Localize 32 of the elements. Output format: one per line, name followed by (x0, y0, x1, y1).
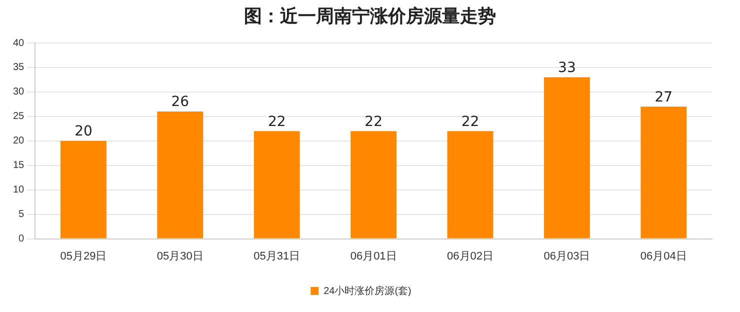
y-tick-label: 35 (13, 62, 25, 74)
y-tick-label: 30 (13, 86, 25, 98)
data-label: 22 (364, 114, 382, 130)
data-label: 26 (171, 94, 190, 110)
data-label: 20 (74, 124, 92, 140)
x-tick-label: 05月29日 (60, 250, 107, 262)
x-tick-label: 06月01日 (350, 250, 397, 262)
y-tick-label: 20 (13, 136, 25, 147)
y-tick-label: 5 (18, 209, 25, 220)
y-tick-label: 0 (18, 234, 25, 245)
data-label: 22 (461, 114, 480, 130)
chart-title: 图：近一周南宁涨价房源量走势 (243, 5, 497, 29)
bar (254, 131, 300, 238)
x-tick-label: 06月04日 (640, 250, 687, 262)
bar (60, 140, 106, 238)
x-tick-label: 05月30日 (156, 250, 204, 262)
x-tick-label: 05月31日 (254, 250, 300, 262)
y-tick-label: 40 (13, 38, 25, 49)
data-label: 33 (558, 60, 576, 76)
bar (544, 77, 590, 238)
y-tick-label: 25 (13, 111, 25, 122)
data-label: 27 (654, 89, 673, 106)
bar (157, 112, 204, 238)
bar (640, 106, 687, 238)
x-tick-label: 06月02日 (447, 250, 494, 262)
bar (350, 131, 397, 238)
data-label: 22 (268, 114, 286, 130)
y-tick-label: 15 (13, 160, 25, 172)
y-tick-label: 10 (13, 184, 25, 196)
bar (447, 131, 494, 238)
x-tick-label: 06月03日 (544, 250, 590, 262)
legend-label: 24小时涨价房源(套) (324, 284, 412, 297)
